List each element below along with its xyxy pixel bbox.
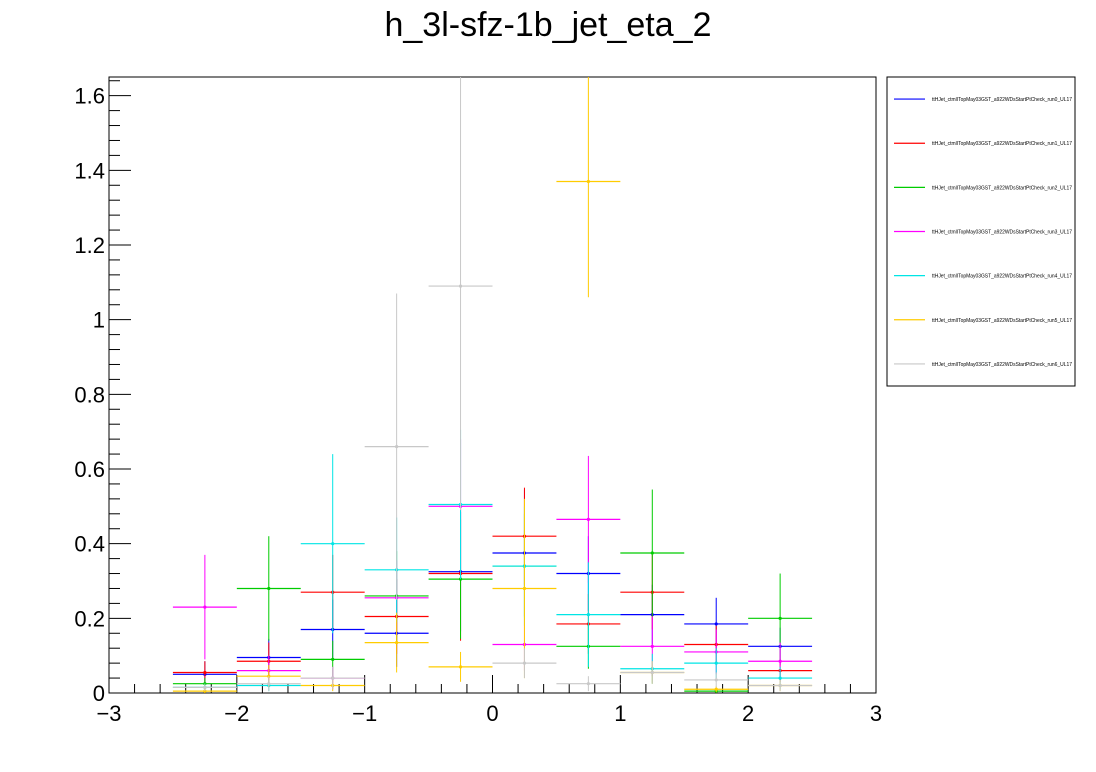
data-point bbox=[714, 661, 718, 665]
data-point bbox=[586, 682, 590, 686]
legend-label: ttHJet_ctmlITopMay03GST_a922WDsStartPtCh… bbox=[932, 318, 1072, 324]
data-point bbox=[778, 676, 782, 680]
data-point bbox=[458, 577, 463, 581]
data-point bbox=[778, 659, 782, 663]
data-point bbox=[395, 445, 399, 449]
data-point bbox=[203, 605, 207, 609]
x-tick-label: 0 bbox=[486, 701, 498, 726]
y-tick-label: 0.2 bbox=[74, 606, 105, 631]
x-tick-label: −3 bbox=[96, 701, 121, 726]
data-point bbox=[458, 665, 463, 669]
x-tick-label: 2 bbox=[742, 701, 754, 726]
y-tick-label: 1.4 bbox=[74, 158, 105, 183]
chart-title: h_3l-sfz-1b_jet_eta_2 bbox=[384, 6, 712, 44]
data-point bbox=[586, 179, 590, 184]
y-tick-label: 0.4 bbox=[74, 532, 105, 557]
y-tick-label: 0.8 bbox=[74, 382, 105, 407]
data-point bbox=[331, 676, 335, 680]
axes: −3 −2 −1 0 1 2 3 0 0.2 0.4 0.6 0.8 1 1.2 1.4 1.6 bbox=[74, 80, 882, 726]
data-series bbox=[172, 77, 813, 693]
data-point bbox=[650, 551, 654, 555]
data-point bbox=[650, 670, 654, 675]
legend: ttHJet_ctmlITopMay03GST_a922WDsStartPtCh… bbox=[886, 76, 1076, 387]
legend-label: ttHJet_ctmlITopMay03GST_a922WDsStartPtCh… bbox=[932, 141, 1072, 147]
series-6 bbox=[172, 77, 813, 692]
data-point bbox=[778, 683, 782, 688]
y-tick-label: 0.6 bbox=[74, 457, 105, 482]
data-point bbox=[778, 616, 782, 620]
legend-label: ttHJet_ctmlITopMay03GST_a922WDsStartPtCh… bbox=[932, 97, 1072, 103]
data-point bbox=[331, 657, 335, 662]
plot-area bbox=[108, 76, 877, 694]
y-tick-label: 1.6 bbox=[74, 84, 105, 109]
data-point bbox=[267, 586, 271, 591]
data-point bbox=[203, 689, 207, 693]
data-point bbox=[395, 641, 399, 645]
data-point bbox=[650, 644, 654, 648]
plot-frame bbox=[108, 76, 877, 694]
x-tick-label: 1 bbox=[614, 701, 626, 726]
legend-label: ttHJet_ctmlITopMay03GST_a922WDsStartPtCh… bbox=[932, 230, 1072, 236]
x-tick-label: −1 bbox=[352, 701, 377, 726]
data-point bbox=[522, 586, 527, 591]
data-point bbox=[267, 682, 271, 686]
data-point bbox=[586, 517, 590, 522]
data-point bbox=[522, 661, 527, 665]
legend-label: ttHJet_ctmlITopMay03GST_a922WDsStartPtCh… bbox=[932, 185, 1072, 191]
data-point bbox=[586, 613, 590, 617]
data-point bbox=[714, 678, 718, 682]
legend-label: ttHJet_ctmlITopMay03GST_a922WDsStartPtCh… bbox=[932, 274, 1072, 280]
y-tick-label: 1 bbox=[93, 308, 105, 333]
data-point bbox=[714, 687, 718, 691]
x-tick-label: 3 bbox=[870, 701, 882, 726]
x-tick-label: −2 bbox=[224, 701, 249, 726]
data-point bbox=[714, 622, 718, 626]
data-point bbox=[331, 542, 335, 546]
data-point bbox=[458, 284, 463, 288]
data-point bbox=[203, 670, 207, 675]
legend-label: ttHJet_ctmlITopMay03GST_a922WDsStartPtCh… bbox=[932, 362, 1072, 368]
y-tick-label: 1.2 bbox=[74, 233, 105, 258]
y-tick-label: 0 bbox=[93, 681, 105, 706]
data-point bbox=[203, 685, 207, 690]
